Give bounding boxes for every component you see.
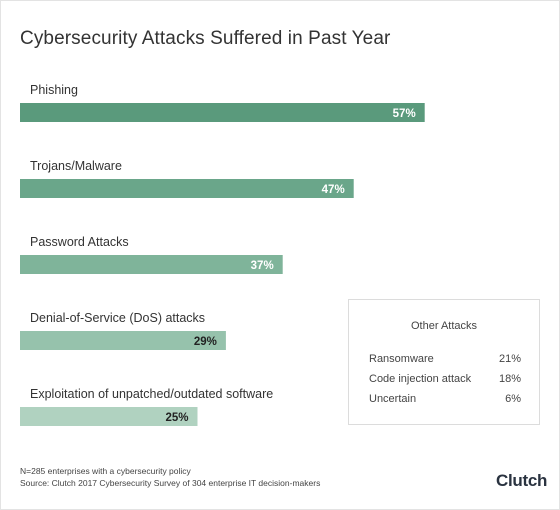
category-label: Trojans/Malware [30,159,122,173]
other-attack-row: Ransomware 21% [369,353,521,365]
other-attack-value: 6% [505,393,521,405]
category-label: Exploitation of unpatched/outdated softw… [30,387,273,401]
category-label: Phishing [30,83,78,97]
category-label: Password Attacks [30,235,129,249]
category-label: Denial-of-Service (DoS) attacks [30,311,205,325]
bar-value-label: 37% [251,260,274,272]
bar [20,255,283,274]
bar-value-label: 29% [194,336,217,348]
bar [20,103,425,122]
other-attack-row: Uncertain 6% [369,393,521,405]
bar [20,407,198,426]
other-attack-row: Code injection attack 18% [369,373,521,385]
other-attack-value: 21% [498,353,521,365]
sample-size-note: N=285 enterprises with a cybersecurity p… [20,466,191,476]
other-attack-label: Uncertain [369,393,417,405]
chart-title: Cybersecurity Attacks Suffered in Past Y… [20,28,391,49]
other-attacks-title: Other Attacks [410,320,478,332]
clutch-logo: Clutch [496,471,548,490]
other-attack-label: Ransomware [369,353,434,365]
bar-value-label: 47% [322,184,345,196]
bar-value-label: 25% [165,412,188,424]
bar-value-label: 57% [393,108,416,120]
bar [20,179,354,198]
other-attacks-panel: Other Attacks Ransomware 21% Code inject… [348,299,540,425]
other-attack-label: Code injection attack [369,373,472,385]
other-attack-value: 18% [498,373,521,385]
bar [20,331,226,350]
source-note: Source: Clutch 2017 Cybersecurity Survey… [20,478,321,488]
